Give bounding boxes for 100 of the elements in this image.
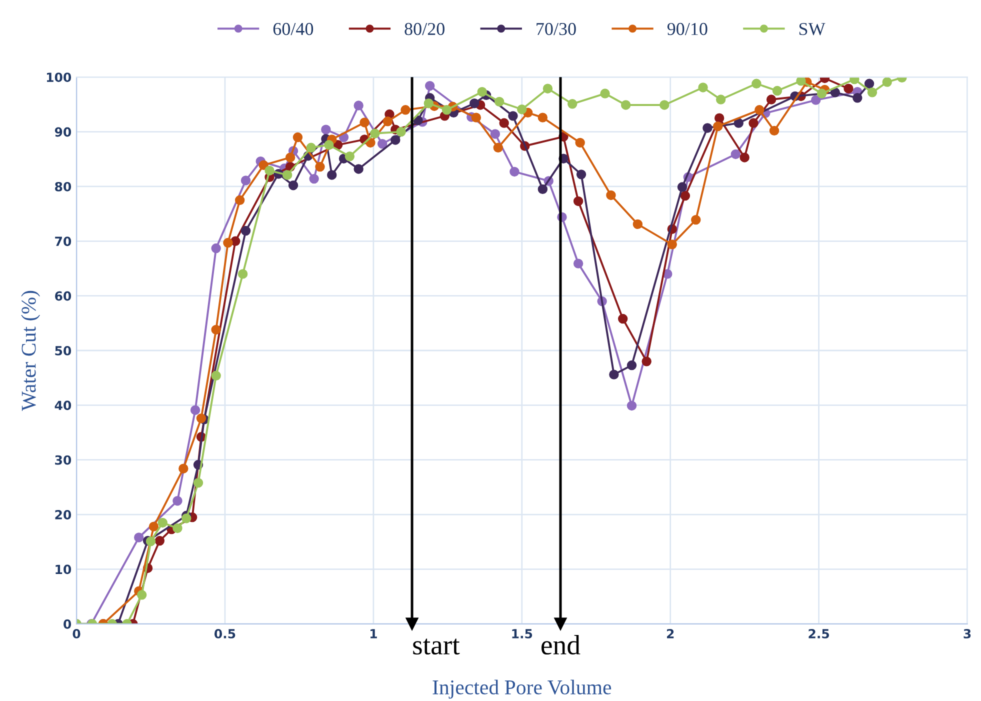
point	[471, 112, 482, 122]
ref-line-label: start	[413, 638, 460, 655]
point	[517, 104, 527, 114]
point	[324, 140, 334, 150]
point	[810, 95, 821, 105]
point	[867, 88, 878, 98]
point	[196, 413, 206, 424]
x-tick-label: 3	[964, 628, 971, 638]
point	[850, 77, 860, 84]
point	[499, 118, 509, 128]
point	[211, 370, 221, 381]
point	[660, 100, 670, 110]
x-tick-label: 0	[72, 628, 80, 638]
legend-label: SW	[799, 22, 826, 36]
x-tick-label: 1	[370, 629, 377, 638]
y-tick-label: 70	[55, 236, 72, 246]
point	[172, 496, 182, 506]
point	[702, 123, 712, 133]
point	[442, 105, 452, 115]
point	[575, 138, 585, 148]
point	[573, 196, 584, 206]
point	[477, 87, 487, 97]
point	[396, 126, 406, 137]
point	[327, 170, 337, 180]
point	[182, 514, 192, 524]
point	[309, 174, 319, 184]
point	[178, 464, 188, 474]
point	[600, 88, 610, 98]
point	[190, 405, 200, 415]
y-tick-label: 100	[46, 72, 72, 82]
point	[282, 170, 292, 180]
point	[424, 98, 434, 108]
point	[573, 258, 584, 268]
y-tick-label: 20	[55, 510, 72, 520]
point	[626, 360, 637, 370]
x-axis-title: Injected Pore Volume	[432, 680, 612, 699]
point	[830, 88, 840, 98]
y-tick-label: 60	[55, 291, 72, 301]
point	[238, 269, 248, 279]
point	[510, 166, 520, 177]
point	[234, 195, 245, 205]
point	[754, 105, 764, 115]
point	[158, 518, 168, 528]
point	[148, 522, 159, 532]
point	[146, 536, 156, 546]
point	[609, 370, 619, 380]
point	[354, 164, 364, 174]
point	[620, 100, 631, 110]
point	[193, 478, 204, 488]
point	[211, 324, 221, 335]
point	[712, 121, 723, 132]
point	[288, 180, 298, 190]
point	[154, 536, 165, 546]
point	[816, 88, 827, 98]
point	[772, 86, 782, 96]
point	[680, 190, 690, 201]
point	[292, 132, 303, 142]
point	[576, 170, 586, 180]
point	[740, 152, 750, 162]
point	[508, 111, 518, 121]
point	[424, 80, 435, 91]
point	[264, 166, 274, 176]
point	[172, 523, 182, 534]
point	[538, 184, 548, 194]
point	[136, 590, 147, 600]
ref-line-label: end	[542, 635, 580, 655]
point	[470, 98, 480, 108]
point	[752, 78, 762, 89]
point	[377, 138, 388, 149]
point	[494, 96, 504, 107]
point	[882, 77, 892, 87]
point	[748, 118, 758, 128]
point	[321, 124, 331, 134]
y-tick-label: 30	[55, 455, 72, 465]
point	[400, 105, 410, 115]
legend-label: 90/10	[667, 22, 708, 36]
point	[382, 116, 393, 126]
point	[390, 135, 400, 145]
point	[734, 118, 744, 128]
point	[864, 78, 874, 89]
y-tick-label: 40	[54, 400, 72, 410]
point	[285, 152, 296, 162]
x-tick-label: 1.5	[512, 629, 532, 638]
point	[606, 190, 616, 200]
legend-label: 60/40	[273, 22, 314, 36]
point	[490, 129, 500, 139]
point	[370, 128, 380, 138]
point	[716, 94, 726, 104]
x-tick-label: 0.5	[214, 628, 236, 638]
point	[538, 112, 548, 122]
point	[769, 126, 780, 136]
x-tick-label: 2.5	[808, 628, 830, 638]
point	[354, 100, 364, 110]
point	[223, 238, 233, 248]
point	[493, 142, 503, 153]
point	[618, 314, 628, 324]
point	[844, 84, 854, 94]
point	[240, 226, 251, 236]
point	[306, 142, 316, 153]
y-axis-title: Water Cut (%)	[21, 290, 40, 411]
